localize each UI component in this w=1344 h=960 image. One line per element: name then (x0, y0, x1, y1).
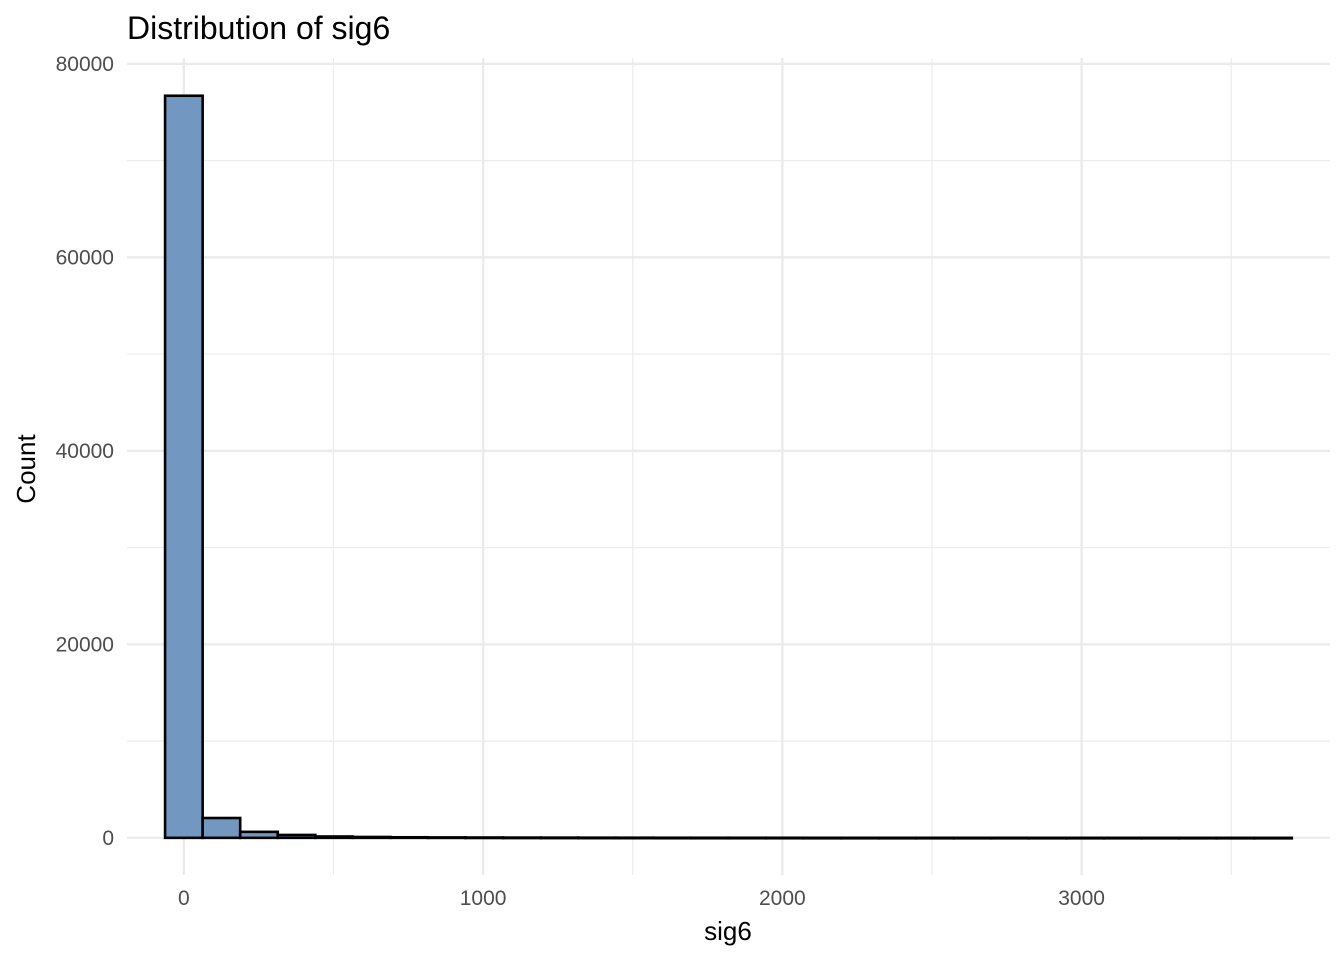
histogram-bar (689, 836, 730, 840)
y-axis-title: Count (11, 434, 41, 504)
histogram-bar (351, 835, 392, 840)
x-tick-label: 3000 (1058, 887, 1105, 910)
bars (163, 94, 1294, 840)
histogram-bar (426, 836, 467, 840)
histogram-bar (464, 836, 505, 840)
histogram-bar (163, 94, 204, 840)
histogram-bar (877, 836, 918, 840)
histogram-bar (1177, 836, 1218, 840)
x-tick-label: 2000 (759, 887, 806, 910)
histogram-bar (990, 836, 1031, 840)
y-tick-label: 60000 (56, 246, 114, 269)
histogram-bar (727, 836, 768, 840)
y-tick-label: 0 (102, 827, 114, 850)
histogram-bar (539, 836, 580, 840)
histogram-bar (1215, 836, 1256, 840)
y-tick-label: 40000 (56, 440, 114, 463)
histogram-bar (802, 836, 843, 840)
x-tick-label: 0 (178, 887, 190, 910)
histogram-bar (914, 836, 956, 840)
x-tick-label: 1000 (460, 887, 507, 910)
histogram-bar (1065, 836, 1106, 840)
histogram-bar (839, 836, 880, 840)
histogram-bar (314, 835, 355, 840)
histogram-bar (201, 816, 242, 840)
histogram-bar (576, 836, 618, 840)
y-axis-ticks: 0 20000 40000 60000 80000 (56, 53, 114, 850)
y-tick-label: 80000 (56, 53, 114, 76)
histogram-bar (614, 836, 655, 840)
histogram-bar (276, 833, 317, 840)
histogram-bar (764, 836, 805, 840)
chart-title: Distribution of sig6 (127, 10, 390, 46)
histogram-bar (389, 835, 430, 840)
grid (127, 58, 1330, 875)
x-axis-ticks: 0 1000 2000 3000 (178, 887, 1105, 910)
histogram-bar (1252, 836, 1294, 840)
histogram-bar (1140, 836, 1181, 840)
histogram-bar (238, 830, 280, 840)
histogram-bar (1102, 836, 1143, 840)
histogram-bar (652, 836, 693, 840)
y-tick-label: 20000 (56, 633, 114, 656)
x-axis-title: sig6 (704, 916, 752, 946)
histogram-bar (1027, 836, 1068, 840)
histogram-bar (952, 836, 993, 840)
histogram-bar (501, 836, 542, 840)
